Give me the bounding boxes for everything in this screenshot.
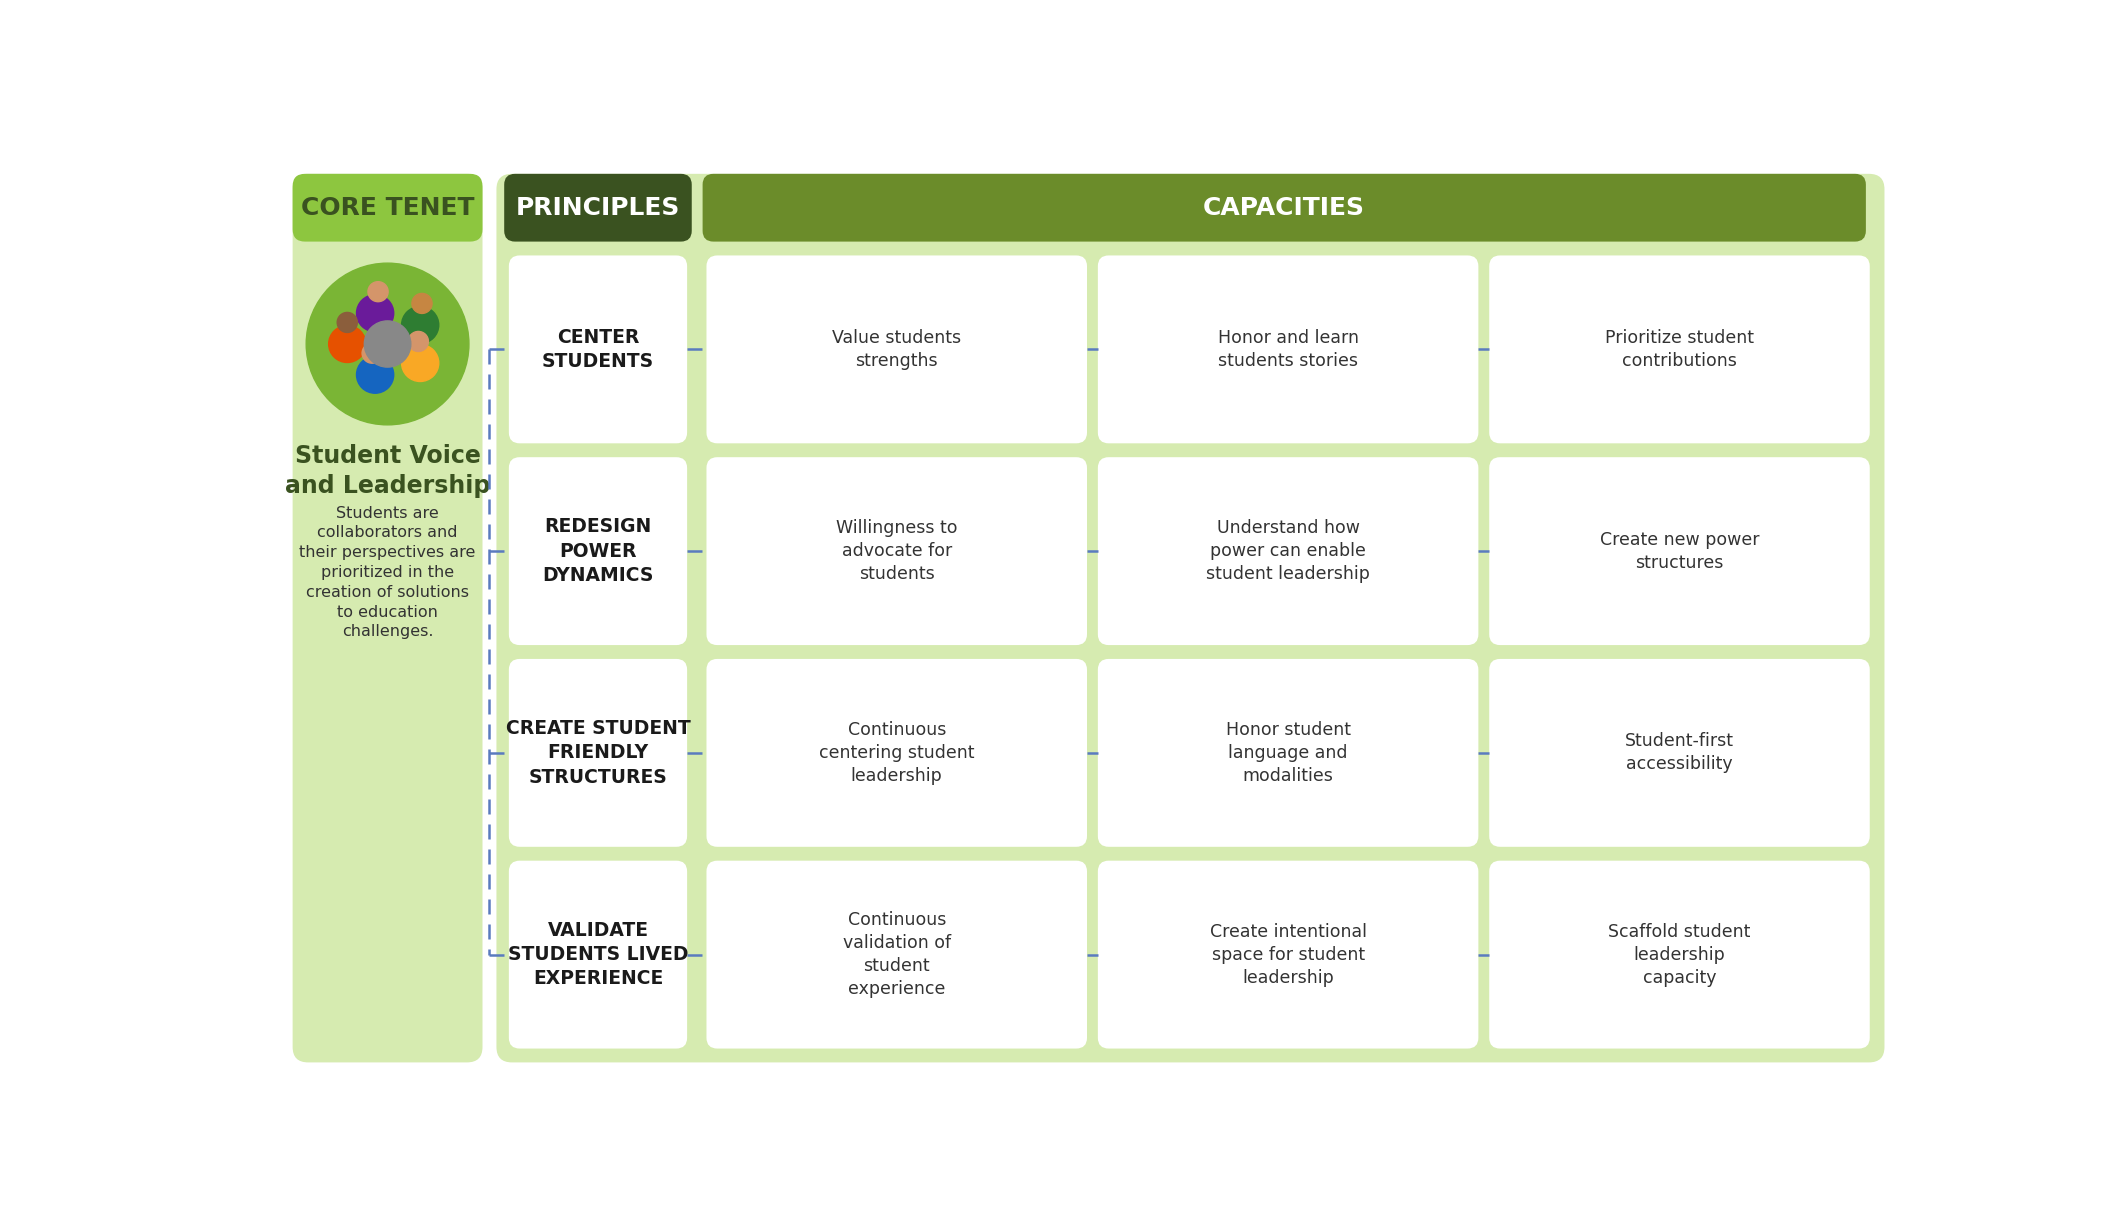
Circle shape bbox=[412, 294, 431, 313]
Text: Continuous
validation of
student
experience: Continuous validation of student experie… bbox=[843, 911, 952, 998]
FancyBboxPatch shape bbox=[1098, 860, 1478, 1049]
Text: CREATE STUDENT
FRIENDLY
STRUCTURES: CREATE STUDENT FRIENDLY STRUCTURES bbox=[506, 720, 690, 787]
Text: CAPACITIES: CAPACITIES bbox=[1202, 196, 1366, 220]
Text: Honor and learn
students stories: Honor and learn students stories bbox=[1217, 329, 1359, 370]
Circle shape bbox=[367, 282, 389, 301]
Text: Value students
strengths: Value students strengths bbox=[833, 329, 962, 370]
FancyBboxPatch shape bbox=[1489, 659, 1869, 847]
Circle shape bbox=[306, 263, 469, 425]
FancyBboxPatch shape bbox=[707, 256, 1087, 443]
FancyBboxPatch shape bbox=[293, 174, 482, 241]
FancyBboxPatch shape bbox=[1489, 458, 1869, 645]
FancyBboxPatch shape bbox=[510, 458, 686, 645]
Circle shape bbox=[357, 295, 393, 332]
Circle shape bbox=[338, 312, 357, 333]
Text: Students are
collaborators and
their perspectives are
prioritized in the
creatio: Students are collaborators and their per… bbox=[299, 506, 476, 639]
FancyBboxPatch shape bbox=[1098, 256, 1478, 443]
FancyBboxPatch shape bbox=[510, 256, 686, 443]
FancyBboxPatch shape bbox=[293, 174, 482, 1062]
Text: Continuous
centering student
leadership: Continuous centering student leadership bbox=[820, 721, 975, 785]
Text: REDESIGN
POWER
DYNAMICS: REDESIGN POWER DYNAMICS bbox=[542, 518, 654, 585]
Text: Prioritize student
contributions: Prioritize student contributions bbox=[1606, 329, 1754, 370]
FancyBboxPatch shape bbox=[707, 860, 1087, 1049]
Text: Honor student
language and
modalities: Honor student language and modalities bbox=[1226, 721, 1351, 785]
Text: Student-first
accessibility: Student-first accessibility bbox=[1625, 732, 1733, 774]
Text: Create new power
structures: Create new power structures bbox=[1599, 531, 1759, 572]
Text: Student Voice
and Leadership: Student Voice and Leadership bbox=[285, 444, 491, 498]
FancyBboxPatch shape bbox=[1098, 458, 1478, 645]
FancyBboxPatch shape bbox=[707, 659, 1087, 847]
FancyBboxPatch shape bbox=[1098, 659, 1478, 847]
Text: Understand how
power can enable
student leadership: Understand how power can enable student … bbox=[1206, 519, 1370, 583]
FancyBboxPatch shape bbox=[510, 659, 686, 847]
FancyBboxPatch shape bbox=[503, 174, 692, 241]
Circle shape bbox=[408, 332, 429, 351]
FancyBboxPatch shape bbox=[703, 174, 1865, 241]
Circle shape bbox=[329, 326, 365, 362]
Text: CENTER
STUDENTS: CENTER STUDENTS bbox=[542, 328, 654, 371]
Text: VALIDATE
STUDENTS LIVED
EXPERIENCE: VALIDATE STUDENTS LIVED EXPERIENCE bbox=[508, 920, 688, 988]
FancyBboxPatch shape bbox=[1489, 860, 1869, 1049]
Text: Create intentional
space for student
leadership: Create intentional space for student lea… bbox=[1209, 923, 1366, 987]
Circle shape bbox=[361, 343, 382, 364]
Circle shape bbox=[357, 356, 393, 393]
Text: Willingness to
advocate for
students: Willingness to advocate for students bbox=[837, 519, 958, 583]
Circle shape bbox=[401, 344, 440, 382]
FancyBboxPatch shape bbox=[497, 174, 1884, 1062]
Text: Scaffold student
leadership
capacity: Scaffold student leadership capacity bbox=[1608, 923, 1750, 987]
FancyBboxPatch shape bbox=[510, 860, 686, 1049]
Text: PRINCIPLES: PRINCIPLES bbox=[516, 196, 680, 220]
FancyBboxPatch shape bbox=[707, 458, 1087, 645]
Circle shape bbox=[365, 321, 410, 367]
FancyBboxPatch shape bbox=[1489, 256, 1869, 443]
Circle shape bbox=[401, 306, 440, 344]
Text: CORE TENET: CORE TENET bbox=[302, 196, 474, 220]
